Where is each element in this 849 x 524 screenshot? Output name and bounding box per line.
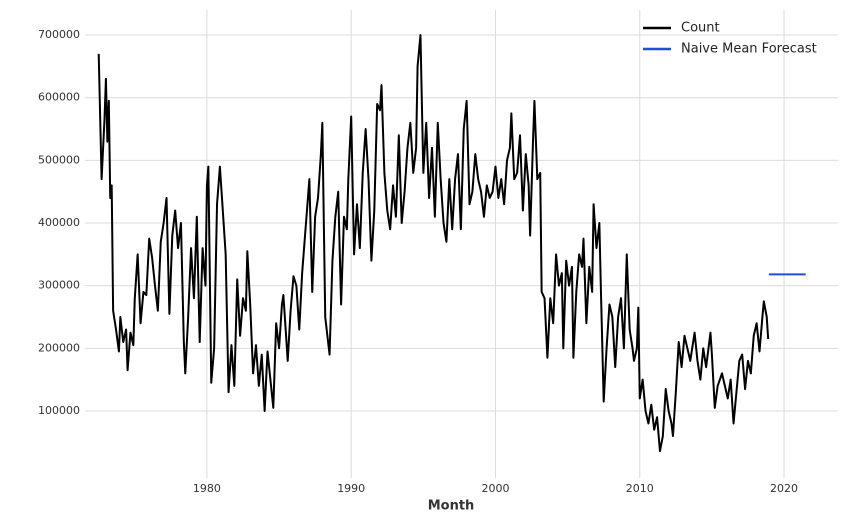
x-tick-label: 2000 bbox=[481, 482, 509, 495]
y-tick-label: 300000 bbox=[38, 279, 80, 292]
y-tick-label: 400000 bbox=[38, 216, 80, 229]
x-tick-label: 2020 bbox=[770, 482, 798, 495]
x-tick-label: 1990 bbox=[337, 482, 365, 495]
x-axis-label: Month bbox=[428, 499, 475, 514]
y-tick-label: 200000 bbox=[38, 341, 80, 354]
y-tick-label: 500000 bbox=[38, 153, 80, 166]
x-tick-label: 2010 bbox=[626, 482, 654, 495]
y-tick-label: 100000 bbox=[38, 404, 80, 417]
y-tick-label: 600000 bbox=[38, 91, 80, 104]
x-tick-label: 1980 bbox=[193, 482, 221, 495]
legend-label: Count bbox=[681, 21, 720, 36]
series-line bbox=[97, 34, 770, 453]
y-tick-label: 700000 bbox=[38, 28, 80, 41]
legend-label: Naive Mean Forecast bbox=[681, 42, 817, 57]
